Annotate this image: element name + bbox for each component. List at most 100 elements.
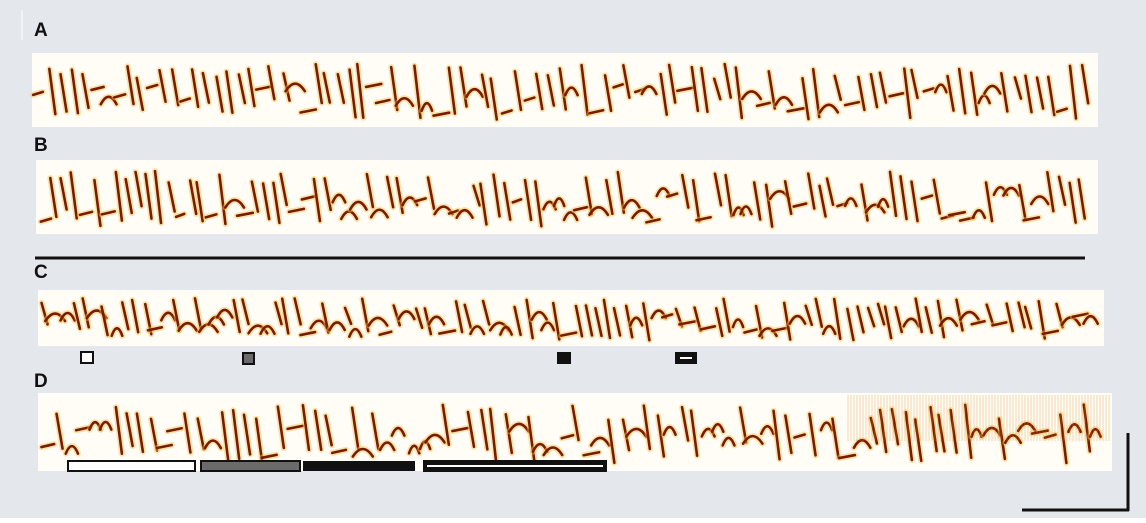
- syllable: [196, 417, 206, 451]
- syllable: [455, 208, 474, 219]
- syllable: [691, 179, 701, 223]
- syllable: [1057, 175, 1067, 206]
- syllable: [330, 448, 348, 455]
- syllable: [589, 436, 611, 447]
- syllable: [625, 427, 648, 438]
- syllable: [970, 428, 983, 439]
- syllable: [100, 210, 116, 216]
- syllable: [767, 70, 777, 110]
- syllable: [910, 68, 919, 100]
- syllable: [463, 303, 473, 329]
- syllable: [710, 422, 725, 434]
- syllable: [218, 173, 227, 226]
- syllable: [392, 304, 402, 327]
- syllable: [454, 300, 464, 334]
- syllable: [500, 109, 513, 115]
- syllable: [215, 308, 234, 319]
- syllable: [971, 209, 987, 220]
- syllable: [480, 73, 490, 109]
- syllable: [963, 403, 973, 460]
- syllable: [991, 321, 1008, 327]
- syllable: [93, 178, 102, 228]
- syllable: [970, 319, 986, 326]
- syllable: [1068, 181, 1077, 224]
- syllable: [984, 181, 994, 223]
- syllable: [982, 426, 1002, 437]
- syllable: [378, 330, 393, 337]
- syllable: [642, 404, 652, 451]
- syllable: [1013, 76, 1023, 100]
- syllable: [876, 302, 886, 326]
- syllable: [739, 205, 753, 216]
- spectrogram: [36, 160, 1098, 234]
- panel-label: A: [34, 20, 48, 41]
- syllable: [913, 418, 923, 463]
- syllable: [276, 405, 286, 450]
- bar: [67, 460, 196, 472]
- syllable: [472, 184, 481, 207]
- syllable: [655, 187, 671, 198]
- spectrograms: [30, 53, 1112, 471]
- syllable: [235, 211, 255, 218]
- syllable: [125, 412, 134, 448]
- syllable: [856, 305, 865, 334]
- syllable: [969, 71, 979, 116]
- syllable: [659, 72, 669, 116]
- syllable: [348, 327, 363, 338]
- syllable: [143, 302, 153, 336]
- syllable: [678, 320, 697, 326]
- syllable: [1041, 329, 1060, 336]
- syllable: [1016, 422, 1037, 433]
- syllable: [324, 414, 333, 447]
- syllable: [946, 74, 955, 112]
- syllable: [81, 72, 90, 110]
- syllable: [997, 417, 1007, 461]
- syllable: [351, 447, 375, 458]
- syllable: [949, 408, 958, 454]
- syllable: [534, 180, 543, 228]
- syllable: [385, 175, 395, 209]
- syllable: [447, 209, 460, 215]
- syllable: [195, 180, 204, 223]
- syllable: [374, 98, 391, 105]
- syllable: [499, 325, 513, 336]
- syllable: [1068, 64, 1078, 120]
- syllable: [782, 301, 792, 341]
- syllable: [843, 197, 858, 208]
- syllable: [660, 313, 674, 319]
- syllable: [878, 408, 888, 454]
- syllable: [40, 442, 56, 449]
- syllable: [783, 180, 793, 216]
- syllable: [120, 301, 130, 331]
- syllable: [343, 306, 353, 326]
- syllable: [312, 177, 322, 223]
- syllable: [713, 172, 723, 207]
- syllable: [355, 62, 365, 119]
- syllable: [741, 434, 764, 445]
- syllable: [563, 86, 579, 97]
- syllable: [607, 418, 616, 465]
- syllable: [299, 330, 317, 337]
- syllable: [959, 310, 980, 321]
- syllable: [59, 72, 68, 113]
- syllable: [914, 297, 924, 334]
- syllable: [558, 67, 568, 111]
- syllable: [331, 193, 347, 204]
- syllable: [508, 422, 530, 433]
- syllable: [49, 176, 58, 219]
- syllable: [155, 443, 174, 450]
- syllable: [616, 170, 626, 214]
- syllable: [432, 111, 451, 117]
- syllable: [603, 74, 613, 113]
- syllable: [420, 101, 434, 113]
- syllable: [267, 65, 276, 101]
- syllable: [426, 176, 436, 211]
- syllable: [174, 212, 186, 219]
- syllable: [983, 84, 1002, 95]
- syllable: [1002, 186, 1021, 197]
- syllable: [584, 304, 594, 337]
- syllable: [894, 306, 904, 334]
- syllable: [869, 416, 879, 445]
- syllable: [59, 311, 77, 322]
- syllable: [731, 318, 745, 329]
